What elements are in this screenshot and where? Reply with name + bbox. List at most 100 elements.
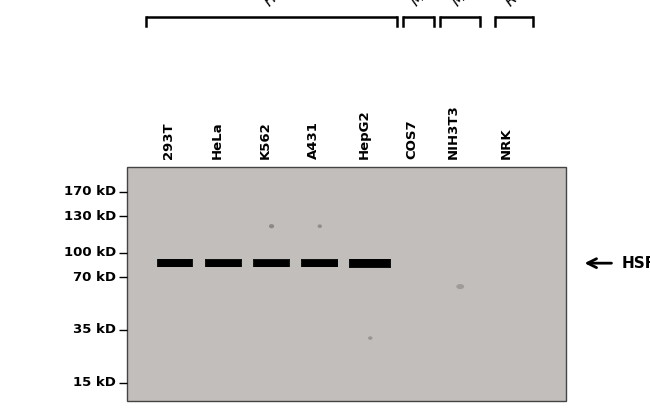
Bar <box>218 262 228 264</box>
Bar <box>169 262 181 265</box>
Ellipse shape <box>269 224 274 228</box>
Bar <box>355 260 386 266</box>
Bar <box>253 259 290 267</box>
Bar <box>361 261 380 265</box>
Bar <box>264 262 279 265</box>
Text: Monkey: Monkey <box>408 0 459 9</box>
Bar <box>257 260 285 266</box>
Text: 35 kD: 35 kD <box>73 324 116 336</box>
Bar <box>212 261 235 265</box>
Bar <box>357 260 384 266</box>
Bar <box>170 262 179 264</box>
Bar <box>162 260 188 266</box>
Bar <box>309 261 331 265</box>
Bar <box>170 262 180 264</box>
Bar <box>167 261 183 265</box>
Bar <box>311 261 328 265</box>
Bar <box>352 259 389 267</box>
Bar <box>215 261 231 265</box>
Bar <box>313 262 326 265</box>
Bar <box>218 262 229 264</box>
Text: 70 kD: 70 kD <box>73 271 116 284</box>
Bar <box>216 262 231 265</box>
Bar <box>270 263 274 264</box>
Bar <box>311 261 329 265</box>
Bar <box>168 262 182 265</box>
Ellipse shape <box>318 224 322 228</box>
Bar <box>303 260 337 267</box>
Text: A431: A431 <box>307 121 320 159</box>
Bar <box>207 260 239 266</box>
Bar <box>350 259 390 268</box>
Bar <box>309 261 330 265</box>
Bar <box>315 262 324 264</box>
Bar <box>174 263 177 264</box>
Bar <box>301 259 339 267</box>
Bar <box>161 260 189 266</box>
Text: HSF1: HSF1 <box>622 256 650 271</box>
Bar <box>216 262 230 265</box>
Text: K562: K562 <box>259 121 272 159</box>
Bar <box>157 259 192 267</box>
Bar <box>209 260 237 266</box>
Text: HepG2: HepG2 <box>358 109 370 159</box>
Bar <box>210 260 237 266</box>
Bar <box>267 262 276 264</box>
Bar <box>259 260 285 266</box>
Text: NRK: NRK <box>500 127 513 159</box>
Bar <box>255 260 289 267</box>
Bar <box>211 261 235 266</box>
Bar <box>205 259 242 267</box>
Bar <box>261 261 283 265</box>
Bar <box>261 261 282 265</box>
Bar <box>307 260 333 266</box>
Text: Human: Human <box>261 0 309 9</box>
Bar <box>165 261 185 265</box>
Bar <box>354 260 387 267</box>
Bar <box>220 263 227 264</box>
Bar <box>356 260 385 266</box>
Text: NIH3T3: NIH3T3 <box>447 104 460 159</box>
Text: 130 kD: 130 kD <box>64 210 116 223</box>
Bar <box>164 260 187 266</box>
Bar <box>368 263 372 264</box>
Bar <box>259 261 283 266</box>
Bar <box>214 261 233 265</box>
Bar <box>305 260 335 266</box>
Bar <box>127 167 566 401</box>
Bar <box>164 261 185 265</box>
Bar <box>257 260 287 266</box>
Ellipse shape <box>456 284 464 289</box>
Bar <box>213 261 233 265</box>
Text: Rat: Rat <box>502 0 530 9</box>
Bar <box>364 262 376 265</box>
Text: COS7: COS7 <box>406 119 419 159</box>
Bar <box>265 262 278 265</box>
Ellipse shape <box>368 336 372 340</box>
Bar <box>304 260 335 266</box>
Bar <box>209 260 238 266</box>
Bar <box>263 261 280 265</box>
Bar <box>313 262 327 265</box>
Bar <box>317 263 322 264</box>
Bar <box>266 262 277 264</box>
Bar <box>352 260 388 267</box>
Bar <box>302 260 337 267</box>
Bar <box>306 260 334 266</box>
Bar <box>159 260 191 267</box>
Text: Mouse: Mouse <box>450 0 494 9</box>
Bar <box>166 261 184 265</box>
Bar <box>262 261 281 265</box>
Bar <box>362 261 378 265</box>
Bar <box>172 263 177 264</box>
Bar <box>366 263 374 264</box>
Bar <box>255 260 287 266</box>
Bar <box>360 261 381 265</box>
Bar <box>316 263 324 264</box>
Bar <box>205 260 241 267</box>
Bar <box>363 262 378 265</box>
Text: HeLa: HeLa <box>211 121 224 159</box>
Bar <box>159 260 192 267</box>
Bar <box>365 262 376 264</box>
Text: 15 kD: 15 kD <box>73 376 116 389</box>
